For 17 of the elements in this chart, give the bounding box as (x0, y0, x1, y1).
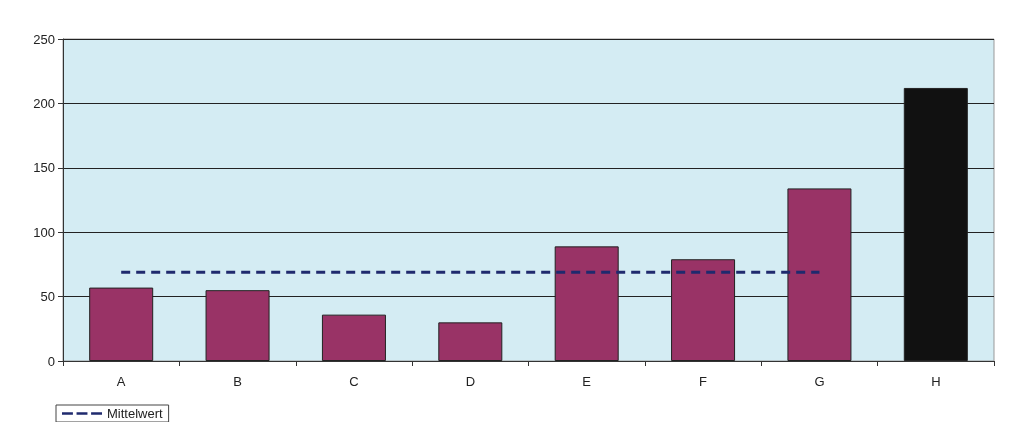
bar (321, 314, 386, 361)
x-tick-label: B (233, 374, 242, 389)
x-tick-label: A (116, 374, 126, 389)
legend-label: Mittelwert (107, 406, 164, 421)
y-tick-label: 250 (33, 31, 55, 47)
x-tick-label: E (582, 374, 592, 389)
x-tick-label: D (465, 374, 476, 389)
bar (438, 322, 503, 361)
y-tick-label: 150 (33, 160, 55, 176)
x-tick-label: G (814, 374, 825, 389)
x-tick-label: F (699, 374, 708, 389)
y-tick-label: 0 (47, 353, 55, 369)
x-tick-label: C (349, 374, 359, 389)
y-tick-label: 100 (33, 224, 55, 240)
y-tick-label: 50 (40, 289, 55, 305)
y-tick-label: 200 (33, 95, 55, 111)
x-tick-label: H (931, 374, 941, 389)
